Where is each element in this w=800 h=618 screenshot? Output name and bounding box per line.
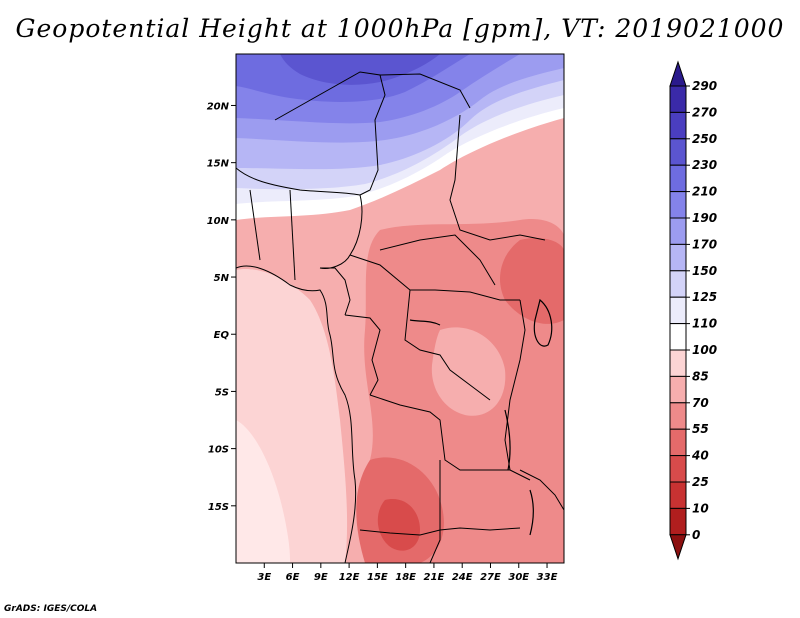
colorbar-label: 230 (692, 158, 717, 172)
map-frame (235, 53, 565, 564)
lon-tick-label: 3E (257, 572, 271, 583)
lake-victoria (533, 298, 553, 347)
colorbar-box (669, 270, 687, 298)
colorbar-box (669, 428, 687, 457)
colorbar-box (669, 296, 687, 325)
colorbar-label: 125 (692, 290, 717, 304)
lon-tick-label: 27E (480, 572, 501, 583)
country-borders (236, 71, 564, 563)
colorbar-label: 55 (692, 422, 709, 436)
lon-tick-label: 33E (537, 572, 558, 583)
lon-tick-label: 21E (424, 572, 445, 583)
colorbar-label: 270 (692, 105, 717, 119)
lake-tanganyika (504, 409, 511, 471)
lat-tick-label: 5S (215, 387, 229, 398)
colorbar-box (669, 349, 687, 377)
lon-tick-label: 30E (508, 572, 529, 583)
colorbar-label: 110 (692, 317, 717, 331)
colorbar-label: 290 (692, 79, 717, 93)
grads-credit: GrADS: IGES/COLA (4, 604, 98, 614)
lat-tick-label: 5N (214, 273, 230, 284)
colorbar-label: 10 (692, 501, 709, 515)
lon-tick-label: 6E (286, 572, 300, 583)
colorbar-label: 25 (692, 475, 709, 489)
lat-tick-label: 20N (207, 101, 230, 112)
colorbar-label: 100 (692, 343, 717, 357)
colorbar-label: 250 (692, 132, 717, 146)
colorbar-box (669, 191, 687, 219)
lon-tick-label: 15E (367, 572, 388, 583)
colorbar-box (669, 481, 687, 509)
colorbar-label: 210 (692, 185, 717, 199)
lat-tick-label: EQ (214, 330, 230, 341)
page-title: Geopotential Height at 1000hPa [gpm], VT… (15, 14, 785, 43)
lon-tick-label: 9E (314, 572, 328, 583)
lat-tick-label: 15S (208, 502, 229, 513)
colorbar-box (669, 323, 687, 351)
colorbar-box (669, 164, 687, 193)
latitude-axis: 20N 15N 10N 5N EQ 5S 10S 15S (207, 101, 236, 513)
colorbar-label: 85 (692, 369, 709, 383)
lat-tick-label: 10N (207, 216, 230, 227)
colorbar: 2902702502302101901701501251101008570554… (669, 60, 717, 561)
longitude-axis: 3E 6E 9E 12E 15E 18E 21E 24E 27E 30E 33E (257, 563, 558, 583)
colorbar-label: 170 (692, 237, 717, 251)
colorbar-box (669, 507, 687, 536)
lake-malawi (529, 489, 534, 536)
colorbar-label: 40 (691, 449, 709, 463)
colorbar-label: 70 (692, 396, 709, 410)
colorbar-box (669, 375, 687, 404)
colorbar-label: 0 (692, 528, 700, 542)
colorbar-box (669, 243, 687, 272)
colorbar-box (669, 138, 687, 166)
lat-tick-label: 10S (208, 445, 229, 456)
colorbar-box (669, 402, 687, 430)
colorbar-label: 150 (692, 264, 717, 278)
lat-tick-label: 15N (207, 159, 230, 170)
lake-outlines (409, 298, 553, 536)
colorbar-bottom-arrow (669, 534, 687, 561)
colorbar-box (669, 455, 687, 483)
colorbar-top-arrow (669, 60, 687, 87)
colorbar-box (669, 85, 687, 113)
lon-tick-label: 12E (339, 572, 360, 583)
lon-tick-label: 18E (395, 572, 416, 583)
colorbar-box (669, 217, 687, 245)
geopotential-field (236, 54, 564, 563)
colorbar-box (669, 111, 687, 140)
colorbar-label: 190 (692, 211, 717, 225)
river-segment (409, 319, 441, 326)
lon-tick-label: 24E (452, 572, 473, 583)
